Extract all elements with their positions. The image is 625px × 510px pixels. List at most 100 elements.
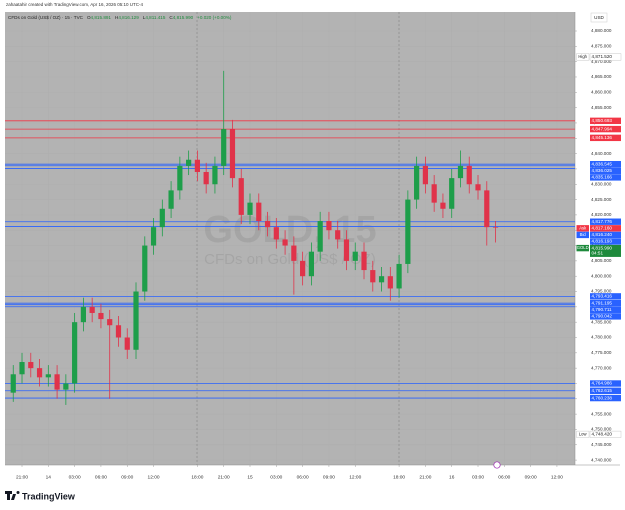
price-label-box [590,244,621,257]
price-tag-box [576,244,589,252]
y-tick-label: 4,805.000 [591,258,612,263]
candle-body [115,325,122,338]
x-tick-label: 03:00 [270,474,282,480]
candle-body [98,312,104,320]
y-tick-label: 4,745.000 [591,442,612,447]
price-label-box [590,387,621,394]
candle-body [405,199,411,264]
price-label: 4,790.711 [592,307,613,312]
candle-body [335,230,341,240]
candle-body [396,263,402,289]
candle-body [300,260,306,277]
ohlc-value: 4,816.129 [118,15,139,20]
y-tick-label: 4,875.000 [591,44,612,49]
currency[interactable]: USD [594,15,604,20]
candle-body [457,165,464,179]
candle-body [387,276,393,289]
candle-body [54,374,60,390]
brand-logo [5,491,16,500]
y-tick-label: 4,775.000 [591,350,612,355]
x-tick-label: 09:00 [525,474,537,480]
plot-background [5,12,575,465]
candle-body [343,239,350,261]
candle-body [45,374,51,378]
price-label: 4,791.195 [592,300,613,305]
price-label: 4,850.693 [592,118,613,123]
price-label-box [590,225,621,232]
y-tick-label: 4,755.000 [591,411,612,416]
y-tick-label: 4,830.000 [591,181,612,186]
price-label-box [590,313,621,320]
candle-body [89,306,95,313]
candle-body [229,129,236,179]
levels [5,120,575,399]
price-label-box [590,167,621,174]
candle-body [247,202,253,215]
symbol: CFDs on Gold (US$ / OZ) · 15 · TVC [8,15,84,20]
price-tag-box [576,430,590,438]
x-tick-label: 03:00 [69,474,81,480]
candle-body [72,322,78,384]
price-label: 4,836.025 [592,168,613,173]
candle-body [466,165,472,185]
y-tick-label: 4,770.000 [591,365,612,370]
price-tag: GOLD [577,245,589,250]
candle-body [440,202,446,209]
price-label-box [590,299,621,307]
currency-box[interactable] [590,12,608,23]
ohlc-value: 4,815.990 [173,15,194,20]
ohlc-key: C [169,15,173,20]
candle-body [352,251,358,261]
x-tick-label: 18:00 [393,474,405,480]
y-tick-label: 4,800.000 [591,273,612,278]
price-label-box [590,218,621,225]
y-tick-label: 4,750.000 [591,427,612,432]
candle-body [308,251,314,277]
price-label-box [589,53,622,61]
y-tick-label: 4,780.000 [591,335,612,340]
candle-body [10,374,16,393]
price-timer: 04:51 [592,251,604,256]
x-tick-label: 09:00 [121,474,133,480]
price-label: 4,762.615 [592,388,613,393]
candle-body [194,159,200,172]
x-tick-label: 21:00 [16,474,28,480]
candle-body [475,184,481,191]
ohlc-key: O [87,15,91,20]
price-label-box [590,160,621,168]
candle-body [282,239,288,246]
ohlc-key: L [143,15,146,20]
candle-body [238,178,244,215]
price-label: 4,871.520 [592,54,613,59]
ohlc-value: 4,815.891 [91,15,112,20]
ohlc-key: H [115,15,118,20]
x-tick-label: 12:00 [148,474,160,480]
price-label: 4,748.420 [592,432,613,437]
candle-body [203,171,209,185]
candle-body [326,221,332,231]
brand-logo-dot [16,491,20,494]
candle-body [107,319,113,326]
x-tick-label: 21:00 [419,474,431,480]
watermark: CFDs on Gold (US$ / OZ) [204,251,376,268]
change: +0.020 (+0.00%) [197,15,232,20]
candle-body [422,165,428,185]
candle-body [492,227,499,228]
event-icon[interactable] [493,461,501,469]
candle-body [273,227,279,240]
ohlc: O4,815.891 H4,816.129 L4,811.415 C4,815.990… [87,15,232,20]
price-label-box [589,430,622,438]
price-label-box [590,306,621,313]
price-tag-box [576,225,589,232]
candle-body [124,337,130,350]
candle-body [317,221,323,252]
price-label: 4,847.994 [592,126,613,131]
price-label: 4,760.238 [592,395,613,400]
price-tag-box [576,53,590,61]
candle-body [484,190,490,228]
candle-body [168,190,174,209]
price-label: 4,836.545 [592,161,613,166]
candle-body [449,178,455,209]
brand: TradingView [22,491,76,501]
